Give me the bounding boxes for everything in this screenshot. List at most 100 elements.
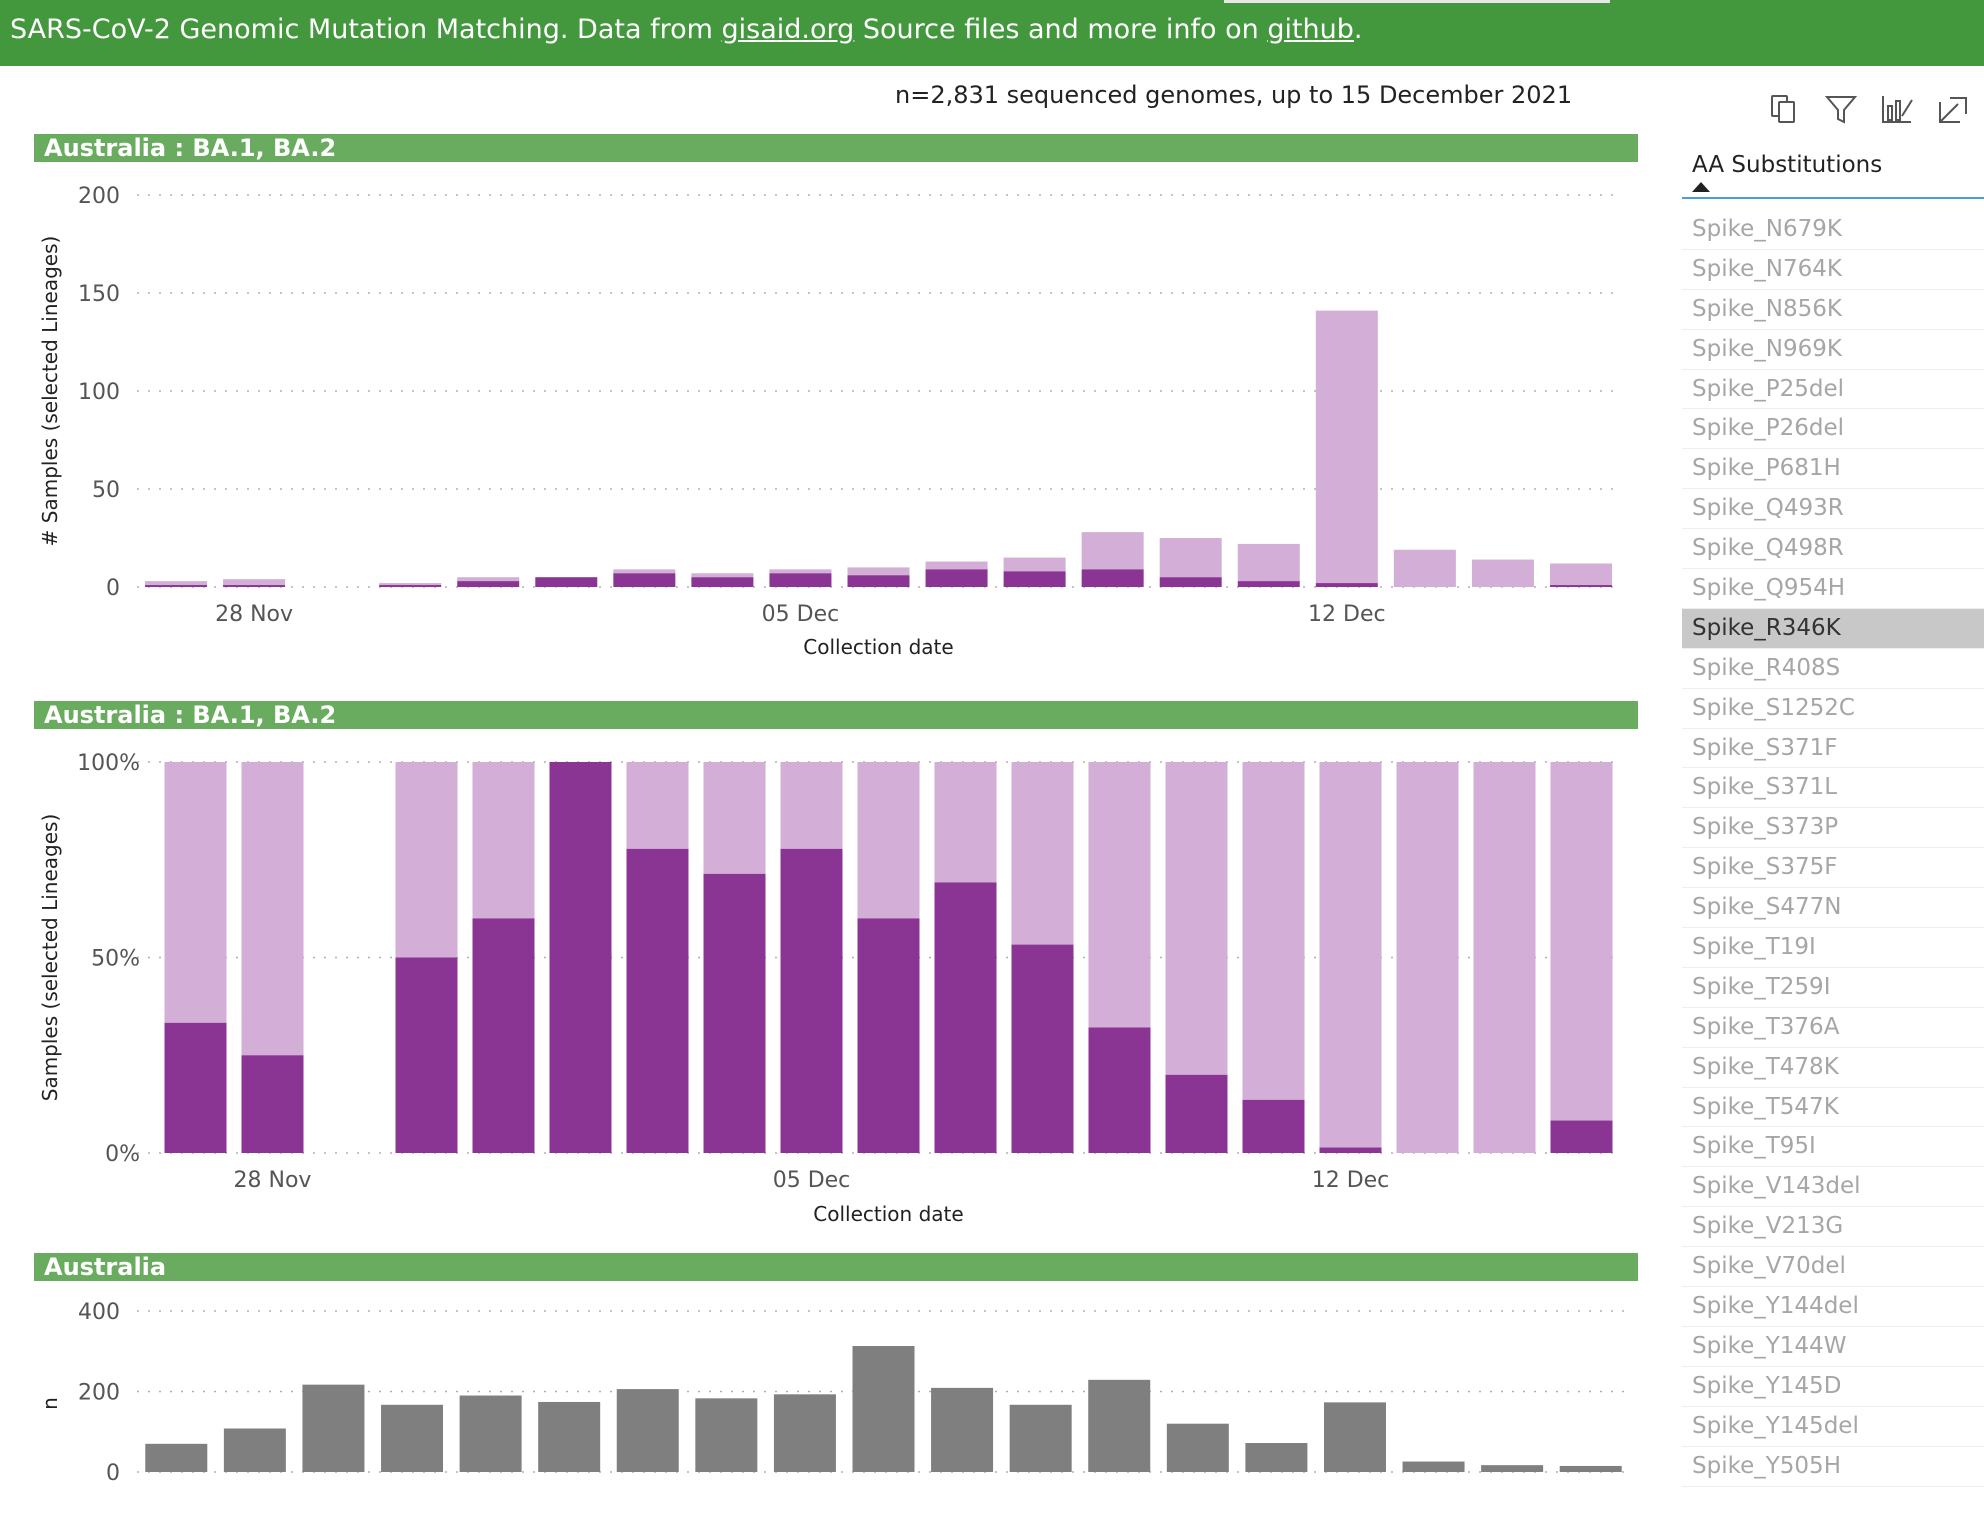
bar-other-lineages bbox=[769, 569, 832, 574]
bar-total-sequences bbox=[773, 1394, 836, 1472]
bar-other-lineages bbox=[1550, 762, 1613, 1121]
bar-with-mutation bbox=[613, 573, 676, 587]
slicer-item[interactable]: Spike_Q498R bbox=[1682, 529, 1984, 570]
bar-other-lineages bbox=[703, 762, 766, 874]
bar-total-sequences bbox=[1559, 1465, 1622, 1472]
bar-total-sequences bbox=[1402, 1461, 1465, 1472]
x-tick-label: 12 Dec bbox=[1312, 1168, 1390, 1193]
chart-totals: 0 200 400 n bbox=[38, 1300, 1630, 1486]
y-tick-label: 150 bbox=[78, 282, 120, 307]
banner-text-before: SARS-CoV-2 Genomic Mutation Matching. Da… bbox=[10, 14, 722, 45]
chart3-title: Australia bbox=[34, 1253, 1638, 1281]
bar-with-mutation bbox=[1242, 1099, 1305, 1153]
slicer-item[interactable]: Spike_T478K bbox=[1682, 1048, 1984, 1088]
bar-total-sequences bbox=[1323, 1402, 1386, 1472]
slicer-item[interactable]: Spike_T547K bbox=[1682, 1088, 1984, 1128]
visual-toolbar bbox=[1768, 92, 1968, 132]
slicer-item[interactable]: Spike_S477N bbox=[1682, 888, 1984, 929]
slicer-item[interactable]: Spike_S371F bbox=[1682, 729, 1984, 769]
bar-total-sequences bbox=[616, 1389, 679, 1472]
x-tick-label: 05 Dec bbox=[773, 1168, 851, 1193]
bar-other-lineages bbox=[472, 762, 535, 919]
slicer-item[interactable]: Spike_N679K bbox=[1682, 210, 1984, 250]
slicer-item[interactable]: Spike_N969K bbox=[1682, 330, 1984, 370]
slicer-item[interactable]: Spike_T376A bbox=[1682, 1008, 1984, 1048]
slicer-item[interactable]: Spike_T19I bbox=[1682, 928, 1984, 968]
bar-other-lineages bbox=[1315, 310, 1378, 584]
gisaid-link[interactable]: gisaid.org bbox=[721, 14, 855, 45]
slicer-item[interactable]: Spike_Y505H bbox=[1682, 1447, 1984, 1487]
banner-text-middle: Source files and more info on bbox=[854, 14, 1268, 45]
y-tick-label: 200 bbox=[78, 1381, 120, 1406]
y-tick-label: 0 bbox=[106, 576, 120, 601]
banner: SARS-CoV-2 Genomic Mutation Matching. Da… bbox=[0, 0, 1984, 66]
y-axis-title: # Samples (selected Lineages) bbox=[38, 236, 62, 547]
page-subtitle: n=2,831 sequenced genomes, up to 15 Dece… bbox=[895, 81, 1573, 109]
bar-other-lineages bbox=[1003, 557, 1066, 572]
slicer-divider bbox=[1682, 197, 1984, 199]
slicer-item[interactable]: Spike_V70del bbox=[1682, 1247, 1984, 1288]
slicer-item[interactable]: Spike_Y144W bbox=[1682, 1327, 1984, 1367]
copy-icon[interactable] bbox=[1768, 92, 1802, 126]
bar-with-mutation bbox=[1159, 577, 1222, 587]
bar-with-mutation bbox=[1319, 1147, 1382, 1153]
slicer-item[interactable]: Spike_T259I bbox=[1682, 968, 1984, 1008]
bar-total-sequences bbox=[695, 1398, 758, 1472]
sort-ascending-icon[interactable] bbox=[1692, 182, 1710, 192]
slicer-title: AA Substitutions bbox=[1692, 152, 1883, 178]
bar-other-lineages bbox=[691, 573, 754, 578]
y-tick-label: 100 bbox=[78, 380, 120, 405]
bar-other-lineages bbox=[1237, 543, 1300, 582]
bar-with-mutation bbox=[626, 848, 689, 1153]
x-tick-label: 28 Nov bbox=[215, 602, 293, 627]
github-link[interactable]: github bbox=[1267, 14, 1354, 45]
banner-text: SARS-CoV-2 Genomic Mutation Matching. Da… bbox=[10, 14, 1363, 45]
bar-with-mutation bbox=[857, 918, 920, 1153]
bar-total-sequences bbox=[1009, 1404, 1072, 1472]
slicer-item[interactable]: Spike_N856K bbox=[1682, 290, 1984, 330]
bar-total-sequences bbox=[1088, 1379, 1151, 1472]
slicer-item[interactable]: Spike_Y144del bbox=[1682, 1287, 1984, 1327]
bar-total-sequences bbox=[223, 1428, 286, 1472]
y-tick-label: 0% bbox=[105, 1142, 140, 1167]
slicer-item[interactable]: Spike_S371L bbox=[1682, 768, 1984, 809]
slicer-item[interactable]: Spike_Y145del bbox=[1682, 1407, 1984, 1447]
slicer-item[interactable]: Spike_S375F bbox=[1682, 848, 1984, 889]
slicer-item[interactable]: Spike_R346K bbox=[1682, 608, 1984, 649]
bar-total-sequences bbox=[1245, 1443, 1308, 1472]
bar-other-lineages bbox=[1393, 549, 1456, 587]
chart2-title: Australia : BA.1, BA.2 bbox=[34, 701, 1638, 729]
chart-percent: 0% 50% 100% 28 Nov 05 Dec 12 Dec Collection da… bbox=[38, 751, 1620, 1226]
slicer-item[interactable]: Spike_N764K bbox=[1682, 250, 1984, 290]
bar-other-lineages bbox=[1081, 532, 1144, 570]
bar-other-lineages bbox=[241, 762, 304, 1056]
slicer-item[interactable]: Spike_S1252C bbox=[1682, 689, 1984, 729]
y-tick-label: 0 bbox=[106, 1461, 120, 1486]
bar-with-mutation bbox=[1315, 583, 1378, 587]
slicer-item[interactable]: Spike_S373P bbox=[1682, 808, 1984, 849]
slicer-item[interactable]: Spike_Y145D bbox=[1682, 1367, 1984, 1407]
expand-icon[interactable] bbox=[1936, 92, 1970, 126]
bar-with-mutation bbox=[472, 918, 535, 1153]
slicer-item[interactable]: Spike_R408S bbox=[1682, 649, 1984, 689]
bar-with-mutation bbox=[457, 581, 520, 587]
slicer-item[interactable]: Spike_T95I bbox=[1682, 1127, 1984, 1168]
slicer-item[interactable]: Spike_Q954H bbox=[1682, 569, 1984, 609]
slicer-item[interactable]: Spike_P25del bbox=[1682, 370, 1984, 410]
filter-icon[interactable] bbox=[1824, 92, 1858, 126]
slicer-item[interactable]: Spike_V213G bbox=[1682, 1207, 1984, 1248]
bar-total-sequences bbox=[931, 1387, 994, 1472]
bar-with-mutation bbox=[164, 1022, 227, 1153]
slicer-item[interactable]: Spike_P681H bbox=[1682, 449, 1984, 490]
bar-total-sequences bbox=[459, 1395, 522, 1472]
focus-mode-icon[interactable] bbox=[1880, 92, 1914, 126]
bar-with-mutation bbox=[395, 957, 458, 1153]
slicer-item[interactable]: Spike_V143del bbox=[1682, 1167, 1984, 1208]
slicer-item[interactable]: Spike_P26del bbox=[1682, 409, 1984, 450]
y-axis-title: Samples (selected Lineages) bbox=[38, 814, 62, 1102]
bar-other-lineages bbox=[1549, 563, 1612, 586]
bar-other-lineages bbox=[1471, 559, 1534, 587]
slicer-item[interactable]: Spike_Q493R bbox=[1682, 489, 1984, 530]
chart-counts: 0 50 100 150 200 28 Nov 05 Dec 12 Dec Collection… bbox=[38, 184, 1620, 659]
aa-substitutions-slicer: AA Substitutions Spike_N679K Spike_N764K S… bbox=[1682, 140, 1984, 1487]
